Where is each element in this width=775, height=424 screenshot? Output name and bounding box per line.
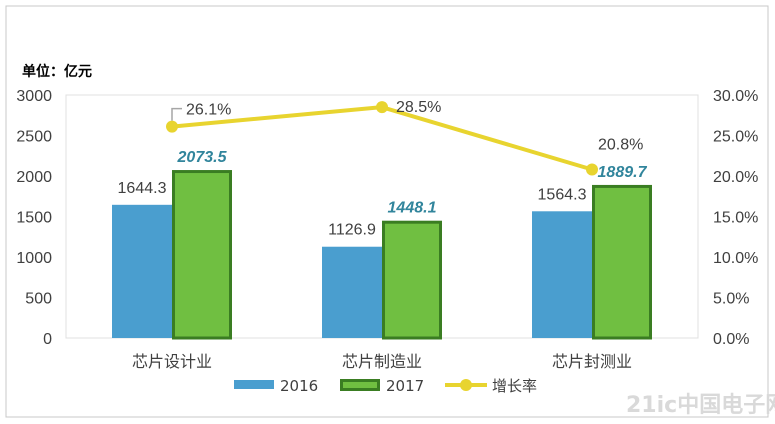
growth-line-series: 26.1% 28.5% 20.8% xyxy=(166,99,643,176)
y-left-tick-label: 2000 xyxy=(16,169,52,186)
legend: 2016 2017 增长率 xyxy=(234,377,537,395)
bar-2017-label: 1889.7 xyxy=(598,164,648,181)
bar-2016 xyxy=(112,204,172,338)
bar-2016-label: 1126.9 xyxy=(328,222,376,239)
category-axis: 芯片设计业 芯片制造业 芯片封测业 xyxy=(132,352,632,371)
category-label: 芯片制造业 xyxy=(342,352,422,371)
growth-label: 20.8% xyxy=(598,137,643,154)
y-left-axis: 0 500 1000 1500 2000 2500 3000 xyxy=(16,88,52,348)
y-right-tick-label: 20.0% xyxy=(713,169,758,186)
bar-2017-label: 1448.1 xyxy=(388,200,437,217)
y-right-tick-label: 15.0% xyxy=(713,210,758,227)
y-left-tick-label: 1000 xyxy=(16,250,52,267)
legend-label-growth: 增长率 xyxy=(492,377,537,395)
y-left-tick-label: 0 xyxy=(43,331,52,348)
y-left-tick-label: 3000 xyxy=(16,88,52,105)
y-left-tick-label: 1500 xyxy=(16,210,52,227)
category-label: 芯片封测业 xyxy=(552,352,632,371)
bar-2017 xyxy=(172,170,232,340)
y-right-tick-label: 0.0% xyxy=(713,331,749,348)
y-right-tick-label: 10.0% xyxy=(713,250,758,267)
category-label: 芯片设计业 xyxy=(132,352,212,371)
y-right-tick-label: 5.0% xyxy=(713,291,749,308)
y-left-tick-label: 500 xyxy=(25,291,52,308)
y-left-tick-label: 2500 xyxy=(16,129,52,146)
y-right-axis: 0.0% 5.0% 10.0% 15.0% 20.0% 25.0% 30.0% xyxy=(713,88,758,348)
bar-2017 xyxy=(382,220,442,340)
legend-swatch-2016 xyxy=(234,380,274,389)
growth-point xyxy=(376,101,388,114)
bar-2017-label: 2073.5 xyxy=(177,149,228,166)
growth-label-leader xyxy=(171,107,182,121)
legend-label-2017: 2017 xyxy=(386,377,424,395)
legend-label-2016: 2016 xyxy=(280,377,318,395)
growth-point xyxy=(586,163,598,176)
bar-2016 xyxy=(322,246,382,338)
y-right-tick-label: 30.0% xyxy=(713,88,758,105)
bar-2016-label: 1564.3 xyxy=(538,186,587,203)
bar-2016 xyxy=(532,211,592,338)
legend-swatch-growth-point xyxy=(460,379,472,391)
bar-2017 xyxy=(592,184,652,340)
growth-label: 28.5% xyxy=(396,99,441,116)
growth-label: 26.1% xyxy=(186,102,231,119)
watermark: 21ic中国电子网 xyxy=(626,393,775,418)
bar-series: 1644.3 2073.5 1126.9 1448.1 1564.3 1889.7 xyxy=(112,149,652,340)
growth-point xyxy=(166,120,178,133)
unit-label: 单位：亿元 xyxy=(22,63,92,80)
bar-2016-label: 1644.3 xyxy=(118,180,167,197)
legend-swatch-2017 xyxy=(340,379,380,391)
y-right-tick-label: 25.0% xyxy=(713,129,758,146)
